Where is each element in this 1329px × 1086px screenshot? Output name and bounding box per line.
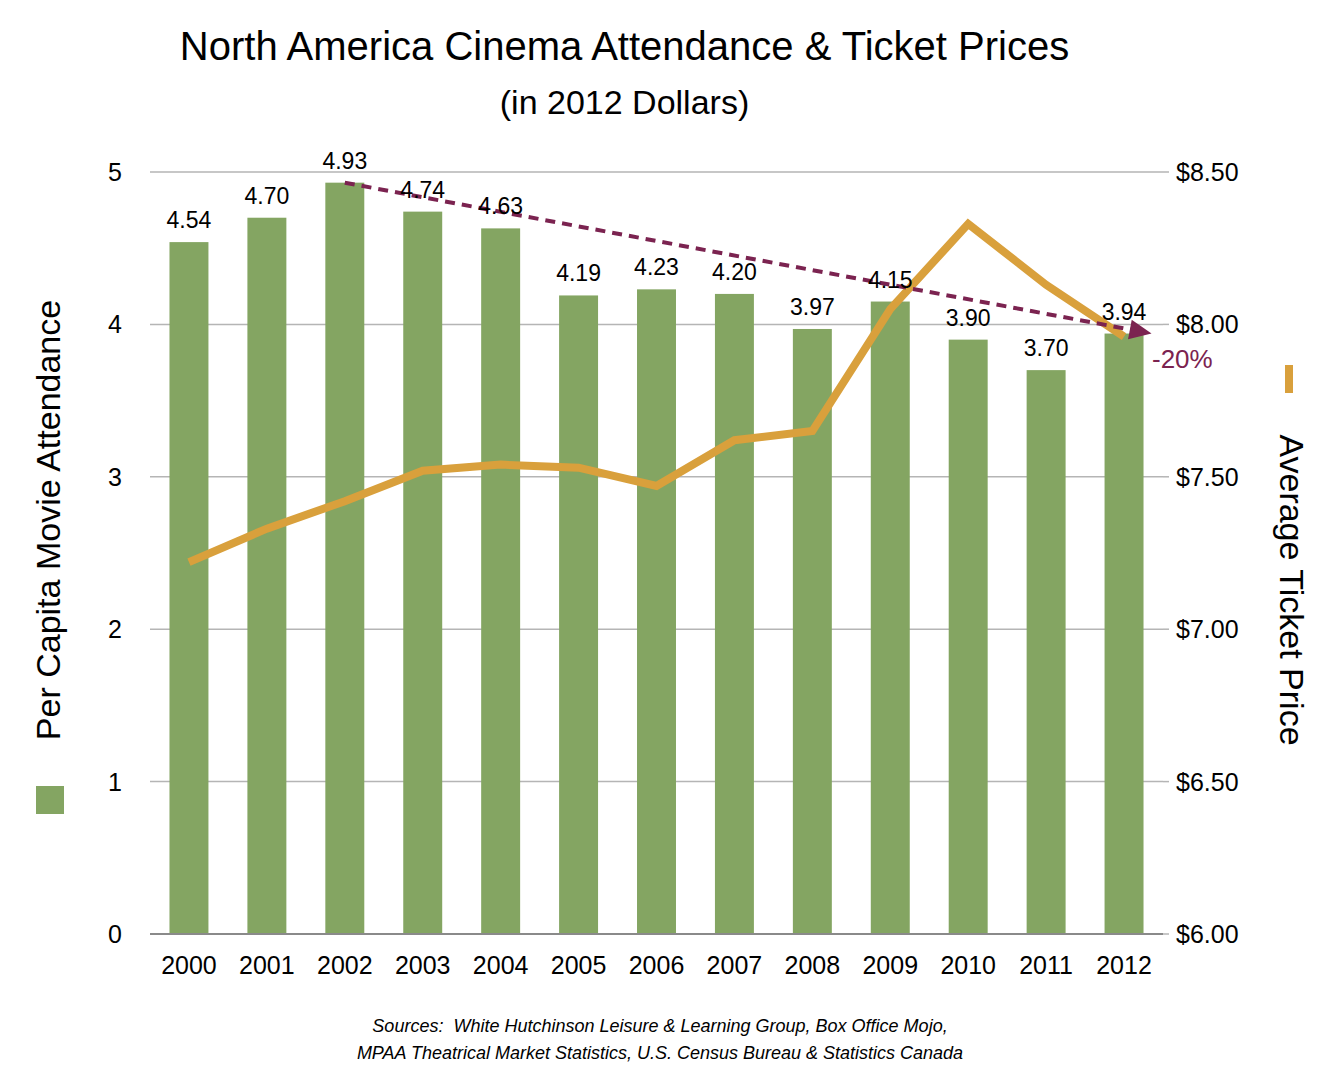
grid-line — [150, 933, 1163, 935]
y-tick-label: 0 — [108, 920, 122, 948]
y-tick-label: 5 — [108, 158, 122, 186]
chart: North America Cinema Attendance & Ticket… — [0, 0, 1329, 1086]
y2-tick-label: $6.00 — [1176, 920, 1239, 948]
y2-tick-label: $8.50 — [1176, 158, 1239, 186]
data-label: 4.74 — [400, 177, 445, 203]
background — [0, 0, 1329, 1086]
y2-tick — [1163, 324, 1169, 326]
legend-swatch — [1285, 365, 1293, 393]
title: North America Cinema Attendance & Ticket… — [180, 24, 1069, 68]
bar — [1027, 370, 1066, 934]
data-label: 4.20 — [712, 259, 757, 285]
legend-label: Average Ticket Price — [1273, 434, 1311, 745]
source-note: MPAA Theatrical Market Statistics, U.S. … — [357, 1043, 963, 1063]
y-tick-label: 1 — [108, 768, 122, 796]
data-label: 4.93 — [322, 148, 367, 174]
x-tick-label: 2008 — [785, 951, 841, 979]
data-label: 3.90 — [946, 305, 991, 331]
annotation-label: -20% — [1152, 344, 1213, 374]
legend-label: Per Capita Movie Attendance — [29, 300, 67, 740]
y2-tick — [1163, 476, 1169, 478]
y2-tick — [1163, 781, 1169, 783]
y-tick-label: 3 — [108, 463, 122, 491]
y-tick-label: 2 — [108, 615, 122, 643]
x-axis — [150, 933, 1163, 935]
bar — [481, 228, 520, 934]
bar — [871, 302, 910, 934]
y2-tick-label: $8.00 — [1176, 310, 1239, 338]
x-tick-label: 2010 — [940, 951, 996, 979]
y2-tick-label: $6.50 — [1176, 768, 1239, 796]
bar — [1105, 334, 1144, 934]
x-tick-label: 2009 — [862, 951, 918, 979]
x-tick-label: 2005 — [551, 951, 607, 979]
y2-tick — [1163, 628, 1169, 630]
bar — [247, 218, 286, 934]
bar — [715, 294, 754, 934]
x-tick-label: 2003 — [395, 951, 451, 979]
x-tick-label: 2011 — [1019, 951, 1073, 979]
x-tick-label: 2004 — [473, 951, 529, 979]
x-tick-label: 2001 — [239, 951, 295, 979]
data-label: 3.97 — [790, 294, 835, 320]
legend-swatch — [36, 786, 64, 814]
line — [189, 224, 1124, 562]
grid-line — [150, 171, 1163, 173]
y2-tick — [1163, 171, 1169, 173]
bar — [637, 289, 676, 934]
data-label: 4.54 — [167, 207, 212, 233]
trend-line — [345, 183, 1134, 331]
subtitle: (in 2012 Dollars) — [500, 83, 749, 121]
data-label: 4.70 — [245, 183, 290, 209]
x-tick-label: 2012 — [1096, 951, 1152, 979]
data-label: 4.63 — [478, 193, 523, 219]
x-tick-label: 2002 — [317, 951, 373, 979]
data-label: 3.94 — [1102, 299, 1147, 325]
bar — [403, 212, 442, 934]
source-note: Sources: White Hutchinson Leisure & Lear… — [372, 1016, 947, 1036]
y2-tick-label: $7.00 — [1176, 615, 1239, 643]
data-label: 4.15 — [868, 267, 913, 293]
bar — [169, 242, 208, 934]
bar — [793, 329, 832, 934]
x-tick-label: 2006 — [629, 951, 685, 979]
y2-tick — [1163, 933, 1169, 935]
data-label: 4.19 — [556, 260, 601, 286]
plot-area — [169, 183, 1143, 934]
bar — [559, 295, 598, 934]
y2-tick-label: $7.50 — [1176, 463, 1239, 491]
x-tick-label: 2000 — [161, 951, 217, 979]
data-label: 4.23 — [634, 254, 679, 280]
bar — [949, 340, 988, 934]
bar — [325, 183, 364, 934]
x-tick-label: 2007 — [707, 951, 763, 979]
y-tick-label: 4 — [108, 310, 122, 338]
data-label: 3.70 — [1024, 335, 1069, 361]
